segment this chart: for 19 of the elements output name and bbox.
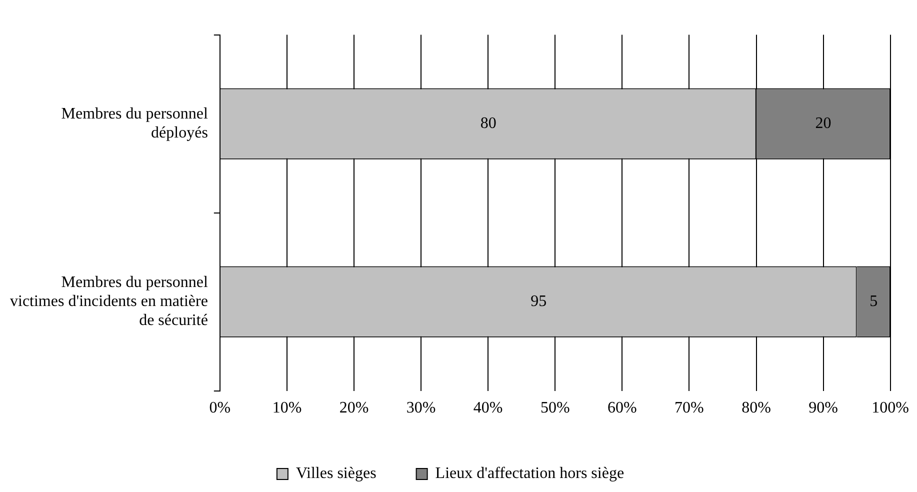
x-tick-label: 100% [872,400,909,417]
x-tick-label: 10% [272,400,302,417]
x-tick-label: 30% [406,400,436,417]
x-tick-label: 40% [473,400,503,417]
data-label: 20 [815,115,832,132]
data-label: 80 [480,115,496,132]
x-tick-label: 80% [742,400,771,417]
y-tick-label: Membres du personnel victimes d'incidents en matière de sécurité [10,274,208,330]
x-tick-label: 0% [209,400,231,417]
x-tick-label: 50% [540,400,570,417]
legend-label: Lieux d'affectation hors siège [435,465,624,482]
data-label: 5 [870,293,878,310]
legend-label: Villes sièges [296,465,376,482]
y-tick-label: Membres du personnel déployés [61,105,208,142]
data-label: 95 [530,293,547,310]
x-tick-label: 90% [808,400,838,417]
x-tick-label: 70% [674,400,704,417]
x-tick-label: 60% [608,400,637,417]
x-tick-label: 20% [339,400,369,417]
